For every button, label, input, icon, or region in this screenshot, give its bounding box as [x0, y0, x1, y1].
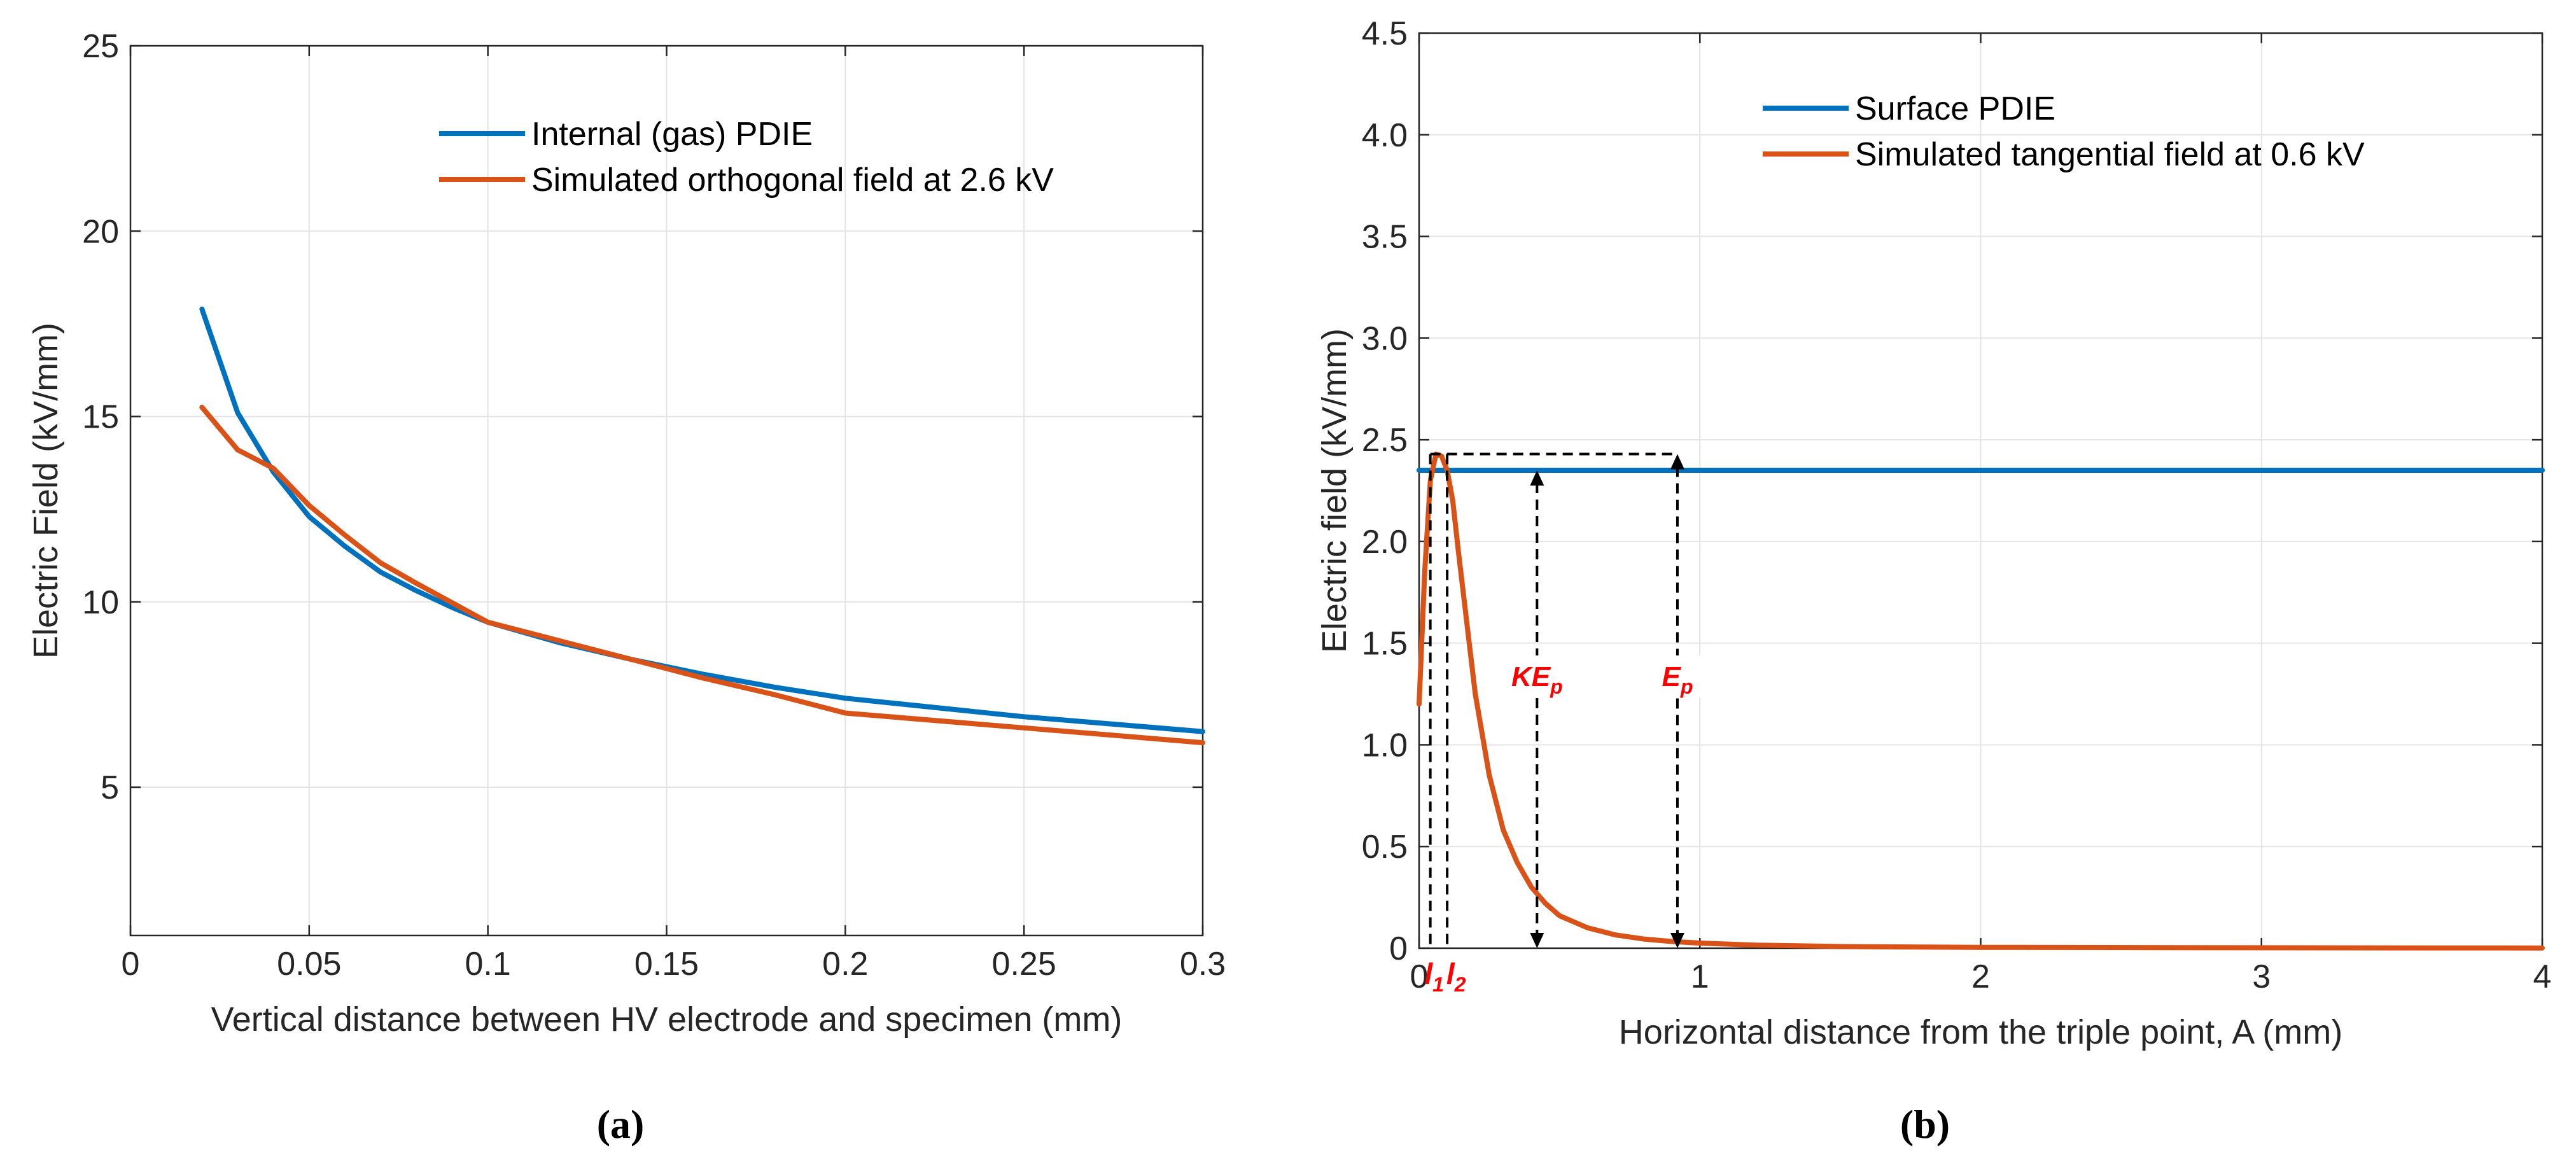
- pb-y-tick-label: 3.0: [1362, 320, 1408, 357]
- pb-x-tick-label: 0: [1410, 958, 1429, 995]
- pa-y-tick-label: 5: [101, 769, 119, 806]
- panel-a-legend: Internal (gas) PDIE Simulated orthogonal…: [439, 116, 1054, 199]
- panel-a-legend-simulated-orthogonal: Simulated orthogonal field at 2.6 kV: [531, 162, 1054, 199]
- panel-b-caption: (b): [1900, 1102, 1950, 1147]
- panel-a-series: [199, 306, 1205, 746]
- pa-y-tick-label: 25: [82, 28, 119, 65]
- ep-label-main: E: [1662, 661, 1681, 692]
- l1-label-main: l: [1424, 957, 1433, 990]
- panel-a-x-axis-label: Vertical distance between HV electrode a…: [211, 1000, 1123, 1039]
- kep-arrowhead-top: [1530, 470, 1544, 486]
- pa-x-tick-label: 0.15: [634, 946, 699, 983]
- panel-b-legend: Surface PDIE Simulated tangential field …: [1763, 90, 2365, 173]
- l1-label-sub: 1: [1432, 973, 1444, 996]
- pb-y-tick-label: 1.0: [1362, 727, 1408, 764]
- pb-y-tick-label: 1.5: [1362, 626, 1408, 662]
- pb-y-tick-label: 4.0: [1362, 117, 1408, 154]
- pa-x-tick-label: 0.1: [465, 946, 511, 983]
- panel-a-ticks: 0 0.05 0.1 0.15 0.2 0.25 0.3 5 10 15 20 25: [82, 28, 1226, 983]
- panel-b-ticks: 0 1 2 3 400.51.01.52.02.53.03.54.04.5: [1362, 15, 2552, 995]
- pa-x-tick-label: 0.25: [992, 946, 1056, 983]
- pa-y-tick-label: 10: [82, 584, 119, 621]
- panel-b-y-axis-label: Electric field (kV/mm): [1315, 328, 1354, 653]
- pa-x-tick-label: 0.2: [822, 946, 868, 983]
- panel-b-x-axis-label: Horizontal distance from the triple poin…: [1619, 1013, 2342, 1051]
- panel-b-chart: 0 1 2 3 400.51.01.52.02.53.03.54.04.5 KEp Epl…: [1315, 15, 2551, 1051]
- ep-arrowhead-bottom: [1670, 933, 1684, 948]
- kep-label-sub: p: [1550, 675, 1563, 698]
- panel-a-y-axis-label: Electric Field (kV/mm): [27, 323, 65, 659]
- pa-x-tick-label: 0.3: [1180, 946, 1226, 983]
- ep-label: Ep: [1662, 661, 1693, 698]
- kep-arrowhead-bottom: [1530, 933, 1544, 948]
- l2-label: l2: [1446, 957, 1466, 996]
- pb-y-tick-label: 2.5: [1362, 422, 1408, 459]
- pa-y-tick-label: 20: [82, 213, 119, 250]
- ep-label-sub: p: [1680, 675, 1693, 698]
- ep-arrowhead-top: [1670, 454, 1684, 470]
- pb-y-tick-label: 0.5: [1362, 829, 1408, 865]
- panel-a-caption: (a): [597, 1102, 645, 1147]
- panel-b-series: [1417, 451, 2545, 951]
- pb-y-tick-label: 3.5: [1362, 219, 1408, 256]
- panel-b-legend-surface-pdie: Surface PDIE: [1855, 90, 2055, 127]
- panel-a-legend-internal-pdie: Internal (gas) PDIE: [531, 116, 813, 153]
- pa-series-line-1: [199, 404, 1205, 746]
- panel-b-legend-simulated-tangential: Simulated tangential field at 0.6 kV: [1855, 136, 2365, 173]
- panel-a-chart: 0 0.05 0.1 0.15 0.2 0.25 0.3 5 10 15 20 25 Internal…: [27, 28, 1226, 1039]
- pb-x-tick-label: 4: [2533, 958, 2552, 995]
- pb-x-tick-label: 3: [2252, 958, 2271, 995]
- l2-label-sub: 2: [1454, 973, 1466, 996]
- pb-y-tick-label: 0: [1389, 930, 1408, 967]
- pa-y-tick-label: 15: [82, 399, 119, 436]
- l2-label-main: l: [1446, 957, 1455, 990]
- kep-label-background: [1508, 655, 1566, 697]
- pb-x-tick-label: 1: [1691, 958, 1709, 995]
- kep-label-main: KE: [1511, 661, 1551, 692]
- kep-label: KEp: [1511, 661, 1563, 698]
- pb-y-tick-label: 2.0: [1362, 524, 1408, 561]
- pb-x-tick-label: 2: [1971, 958, 1990, 995]
- l1-label: l1: [1424, 957, 1444, 996]
- pa-x-tick-label: 0: [122, 946, 140, 983]
- pa-x-tick-label: 0.05: [277, 946, 341, 983]
- ep-label-background: [1648, 655, 1706, 697]
- pb-series-line-1: [1417, 451, 2545, 951]
- pb-y-tick-label: 4.5: [1362, 15, 1408, 52]
